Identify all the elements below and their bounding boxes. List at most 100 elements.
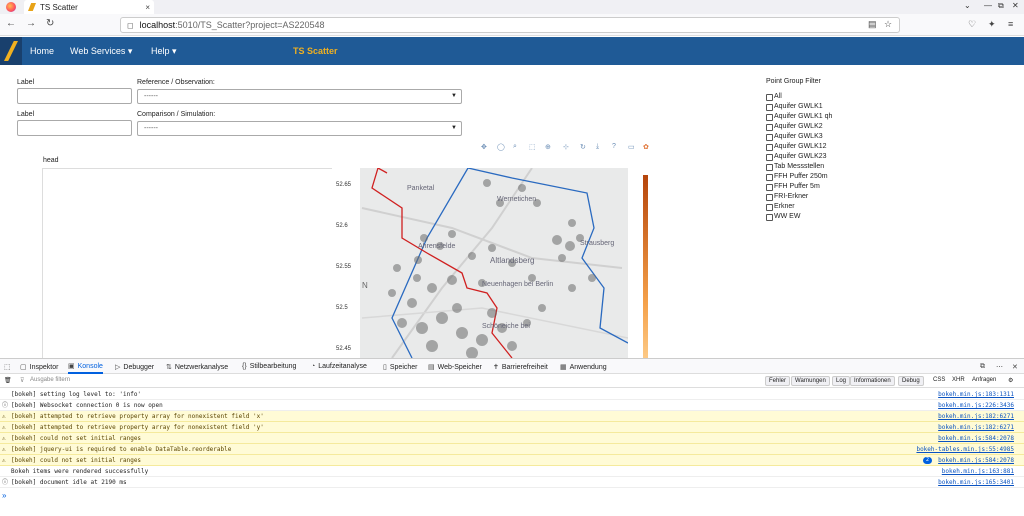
filter-item[interactable]: FFH Puffer 250m: [766, 173, 828, 181]
app-title: TS Scatter: [293, 46, 338, 56]
checkbox[interactable]: [766, 143, 773, 151]
nav-help[interactable]: Help ▾: [151, 46, 177, 56]
devtools-menu-icon[interactable]: ⋯: [996, 364, 1003, 371]
reference-select[interactable]: ------ ▼: [137, 89, 462, 104]
filter-item[interactable]: Tab Messstellen: [766, 163, 824, 171]
filter-item[interactable]: Aquifer GWLK23: [766, 153, 827, 161]
tab-konsole[interactable]: ▣ Konsole: [68, 362, 103, 374]
app-logo[interactable]: [0, 37, 22, 65]
box-select-icon[interactable]: ⬚: [529, 144, 536, 151]
checkbox[interactable]: [766, 103, 773, 111]
forward-icon[interactable]: →: [26, 18, 36, 29]
tab-list-chevron-icon[interactable]: ⌄: [964, 1, 971, 10]
filter-warnungen[interactable]: Warnungen: [791, 376, 830, 386]
tab-debugger[interactable]: ▷ Debugger: [115, 363, 155, 372]
place-label: Panketal: [407, 185, 435, 192]
label2-input[interactable]: [17, 120, 132, 136]
bookmark-star-icon[interactable]: ☆: [884, 19, 893, 29]
reference-caret-icon: ▼: [451, 93, 457, 99]
tab-close-icon[interactable]: ×: [145, 2, 150, 12]
filter-item[interactable]: FFH Puffer 5m: [766, 183, 820, 191]
map-svg: Panketal Wernetichen Ahrensfelde Altland…: [332, 167, 629, 359]
devtools-close-icon[interactable]: ✕: [1012, 364, 1018, 371]
console-input-prompt[interactable]: »: [2, 491, 7, 500]
filter-informationen[interactable]: Informationen: [850, 376, 895, 386]
checkbox[interactable]: [766, 93, 773, 101]
app-menu-icon[interactable]: ≡: [1008, 19, 1014, 29]
crosshair-icon[interactable]: ⊹: [563, 144, 569, 151]
lasso-tool-icon[interactable]: ◯: [497, 144, 505, 151]
minimize-icon[interactable]: —: [984, 1, 992, 10]
filter-item[interactable]: WW EW: [766, 213, 800, 221]
comparison-select-value: ------: [144, 125, 158, 132]
tab-barrierefreiheit[interactable]: ✝ Barrierefreiheit: [493, 363, 548, 372]
filter-item[interactable]: FRI-Erkner: [766, 193, 808, 201]
nav-home[interactable]: Home: [30, 46, 55, 56]
clear-console-icon[interactable]: 🗑: [4, 378, 12, 384]
tab-stilbearbeitung[interactable]: {} Stilbearbeitung: [242, 363, 297, 370]
checkbox[interactable]: [766, 153, 773, 161]
filter-log[interactable]: Log: [832, 376, 851, 386]
reset-icon[interactable]: ↻: [580, 144, 586, 151]
save-icon[interactable]: ⤓: [596, 143, 600, 150]
filter-item[interactable]: Aquifer GWLK1: [766, 103, 823, 111]
hover-icon[interactable]: ▭: [628, 144, 635, 151]
filter-anfragen[interactable]: Anfragen: [972, 377, 997, 383]
tab-web-speicher[interactable]: ▤ Web-Speicher: [428, 363, 482, 372]
tab-laufzeitanalyse[interactable]: ◔ Laufzeitanalyse: [311, 363, 367, 370]
filter-item[interactable]: Aquifer GWLK1 qh: [766, 113, 832, 121]
checkbox[interactable]: [766, 183, 773, 191]
extensions-icon[interactable]: ✦: [988, 19, 996, 29]
checkbox[interactable]: [766, 133, 773, 141]
comparison-select[interactable]: ------ ▼: [137, 121, 462, 136]
filter-item[interactable]: Erkner: [766, 203, 795, 211]
wheel-zoom-icon[interactable]: ⊕: [545, 144, 551, 151]
dock-icon[interactable]: ⧉: [980, 363, 985, 370]
checkbox[interactable]: [766, 123, 773, 131]
reference-label: Reference / Observation:: [137, 79, 215, 86]
filter-item[interactable]: All: [766, 93, 782, 101]
pan-tool-icon[interactable]: ✥: [481, 144, 487, 151]
reader-view-icon[interactable]: ▤: [868, 19, 877, 29]
help-icon[interactable]: ?: [612, 143, 616, 150]
bokeh-logo-icon[interactable]: ✿: [643, 144, 649, 151]
back-icon[interactable]: ←: [6, 18, 16, 29]
checkbox[interactable]: [766, 193, 773, 201]
map-plot[interactable]: Panketal Wernetichen Ahrensfelde Altland…: [332, 167, 629, 359]
tab-speicher[interactable]: ▯ Speicher: [383, 363, 418, 372]
console-filter-input[interactable]: Ausgabe filtern: [30, 377, 71, 383]
filter-css[interactable]: CSS: [933, 377, 946, 383]
tab-inspektor[interactable]: ▢ Inspektor: [20, 363, 59, 372]
checkbox[interactable]: [766, 113, 773, 121]
filter-fehler[interactable]: Fehler: [765, 376, 791, 386]
zoom-tool-icon[interactable]: ⌕: [513, 143, 517, 150]
filter-xhr[interactable]: XHR: [952, 377, 965, 383]
url-path: :5010/TS_Scatter?project=AS220548: [175, 20, 325, 30]
checkbox[interactable]: [766, 213, 773, 221]
firefox-icon: [6, 2, 16, 12]
nav-web-services[interactable]: Web Services ▾: [70, 46, 133, 56]
console-settings-icon[interactable]: ⚙: [1008, 378, 1014, 384]
filter-item[interactable]: Aquifer GWLK2: [766, 123, 823, 131]
checkbox[interactable]: [766, 203, 773, 211]
pocket-icon[interactable]: ♡: [968, 19, 977, 29]
tab-netzwerkanalyse[interactable]: ⇅ Netzwerkanalyse: [166, 363, 229, 372]
label1-input[interactable]: [17, 88, 132, 104]
restore-icon[interactable]: ⧉: [998, 1, 1004, 10]
info-icon: ⓘ: [2, 479, 9, 486]
filter-item[interactable]: Aquifer GWLK3: [766, 133, 823, 141]
browser-tab[interactable]: TS Scatter ×: [24, 0, 154, 14]
filter-debug[interactable]: Debug: [898, 376, 924, 386]
tab-anwendung[interactable]: ▦ Anwendung: [560, 363, 607, 372]
console-icon: ▣: [68, 363, 75, 370]
reload-icon[interactable]: ↻: [46, 18, 55, 29]
url-bar[interactable]: ◻ localhost:5010/TS_Scatter?project=AS22…: [120, 17, 900, 33]
console-warning: ⚠ [bokeh] attempted to retrieve property …: [0, 422, 1024, 433]
devtools-pick-icon[interactable]: ⬚: [4, 364, 11, 371]
checkbox[interactable]: [766, 173, 773, 181]
filter-item[interactable]: Aquifer GWLK12: [766, 143, 827, 151]
page-info-icon[interactable]: ◻: [127, 20, 134, 30]
close-window-icon[interactable]: ✕: [1012, 1, 1019, 10]
checkbox[interactable]: [766, 163, 773, 171]
network-icon: ⇅: [166, 364, 172, 371]
